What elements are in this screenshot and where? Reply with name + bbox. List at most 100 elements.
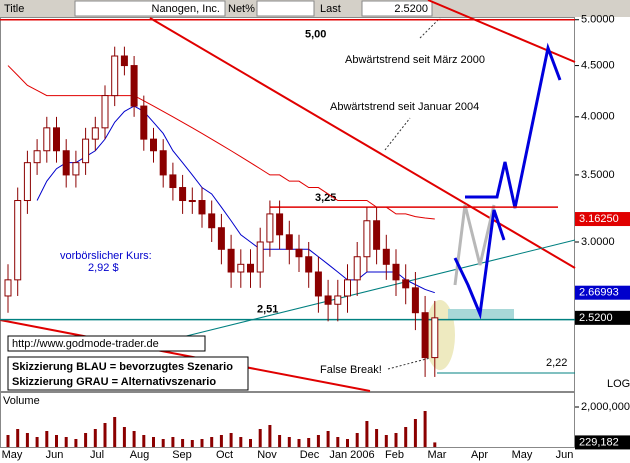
volume-bar [307, 438, 311, 447]
volume-bar [171, 437, 175, 447]
volume-bar [384, 435, 388, 447]
volume-bar [278, 435, 282, 447]
volume-bar [161, 439, 165, 447]
volume-bar [229, 433, 233, 447]
candle-body [256, 241, 264, 273]
candle-body [344, 279, 351, 297]
x-tick-label: Sep [172, 449, 192, 461]
x-tick-label: Oct [216, 449, 233, 461]
last-value-box [575, 212, 630, 227]
volume-bar [336, 437, 340, 447]
x-tick-label: Jan 2006 [329, 449, 374, 461]
candle-body [188, 200, 196, 203]
header-cell [256, 0, 315, 17]
volume-bar [93, 429, 97, 447]
candle-body [159, 150, 167, 176]
volume-bar [365, 421, 369, 447]
volume-bar [103, 423, 107, 447]
candle-body [33, 150, 41, 164]
candle-body [111, 55, 119, 97]
last-value-label: 3.16250 [579, 213, 619, 225]
candle-body [295, 248, 303, 258]
volume-bar [326, 431, 330, 447]
volume-bar [404, 427, 408, 447]
trendline [0, 319, 371, 392]
url[interactable]: http://www.godmode-trader.de [12, 338, 159, 350]
candle-body [431, 317, 439, 359]
volume-bar [152, 437, 155, 447]
last-value-box [575, 285, 630, 300]
url-box [7, 335, 206, 352]
x-tick-label: Dec [300, 449, 320, 461]
volume-bar [316, 435, 320, 447]
volume-title: Volume [3, 395, 40, 407]
y-tick-label: 4.0000 [581, 111, 615, 123]
candle-body [402, 279, 410, 289]
last-value-box [575, 310, 630, 325]
volume-bar [190, 440, 194, 447]
candle-body [140, 105, 148, 140]
moving-average [36, 105, 435, 294]
candle-body [334, 295, 342, 305]
header-label: Title [4, 3, 24, 15]
candle-body [247, 263, 254, 273]
candle-body [285, 234, 293, 250]
candle-body [198, 200, 206, 215]
volume-bar [142, 435, 146, 447]
blue-scenario [465, 42, 562, 209]
candle-body [150, 138, 157, 152]
volume-bar [45, 431, 49, 447]
volume-bar [132, 431, 136, 447]
moving-average [7, 65, 435, 220]
candle-body [130, 65, 138, 107]
candle-body [353, 256, 361, 281]
volume-bar [16, 429, 20, 447]
candle-body [43, 127, 51, 152]
volume-bar [74, 439, 78, 447]
header-label: Net% [228, 3, 255, 15]
level-label: 5,00 [305, 29, 326, 41]
leader [384, 117, 411, 151]
gray-scenario [453, 204, 496, 286]
y-tick-label: 4.5000 [581, 59, 615, 71]
annotation: Skizzierung BLAU = bevorzugtes Szenario [12, 361, 233, 373]
candle-body [72, 162, 80, 176]
volume-bar [122, 427, 126, 447]
candle-body [208, 213, 216, 229]
candle-body [363, 220, 371, 258]
volume-bar [113, 417, 117, 447]
candle-body [411, 287, 419, 314]
volume-bar [181, 439, 185, 447]
candle-body [227, 248, 235, 273]
last-value-label: 229,182 [579, 436, 619, 448]
drawings [0, 0, 576, 392]
volume-bar [35, 437, 39, 447]
x-tick-label: Aug [130, 449, 150, 461]
y-tick-label: 3.0000 [581, 236, 615, 248]
volume-bar [394, 433, 398, 447]
candle-body [305, 256, 313, 273]
y-tick-label: 3.5000 [581, 169, 615, 181]
x-tick-label: Jun [556, 449, 574, 461]
blue-scenario [453, 209, 506, 320]
candle-body [276, 213, 284, 236]
candle-body [169, 174, 177, 189]
legend-box [7, 356, 249, 391]
last-value-label: 2.66993 [579, 287, 619, 299]
trendline [149, 17, 576, 269]
x-tick-label: Mar [428, 449, 447, 461]
candle-body [382, 248, 390, 265]
plot-frame [0, 17, 575, 392]
volume-frame [0, 392, 575, 448]
x-tick-label: May [512, 449, 533, 461]
volume-bar [355, 433, 359, 447]
header-label: Last [320, 3, 341, 15]
x-tick-label: Feb [385, 449, 404, 461]
annotation: False Break! [320, 364, 382, 376]
candle-body [101, 95, 109, 129]
y-tick-label: 5.0000 [581, 14, 615, 26]
x-tick-label: Nov [257, 449, 277, 461]
header-name: Nanogen, Inc. [152, 3, 221, 15]
volume-bar [64, 437, 68, 447]
